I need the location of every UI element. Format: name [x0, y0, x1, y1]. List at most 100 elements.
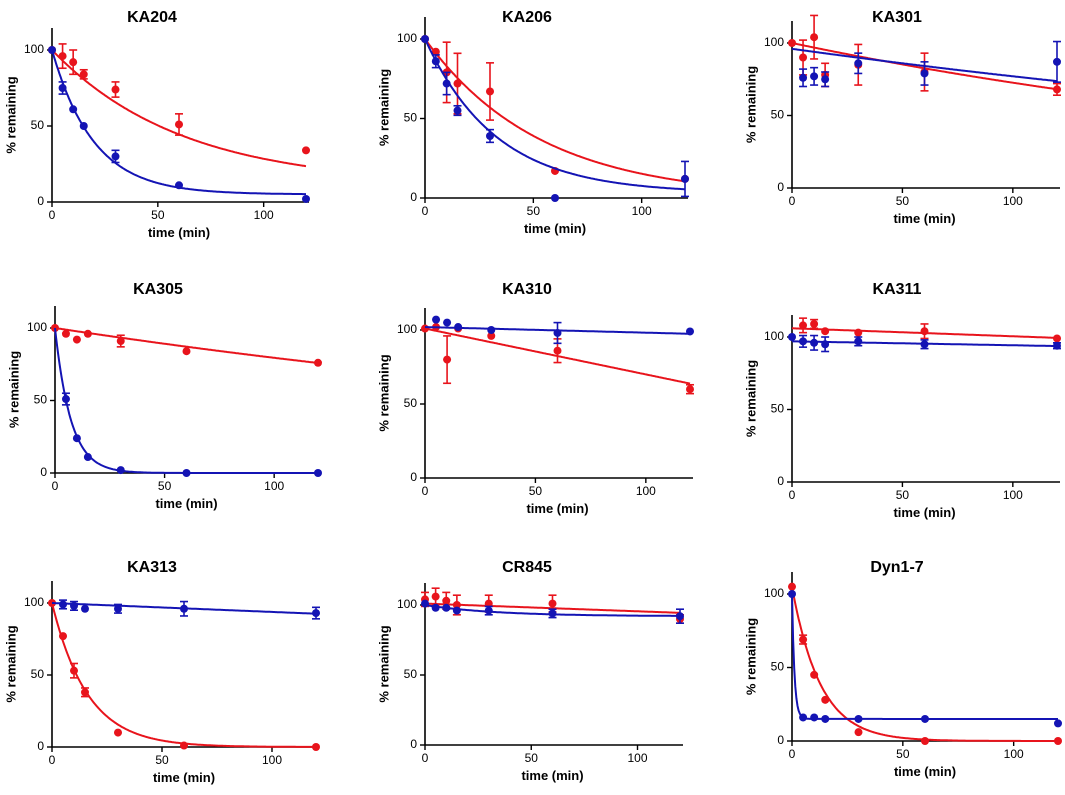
- data-point-red: [175, 120, 183, 129]
- data-point-red: [114, 728, 122, 737]
- data-point-blue: [921, 714, 929, 723]
- x-axis-label: time (min): [148, 225, 210, 240]
- x-tick-label: 0: [789, 194, 796, 208]
- chart-title: CR845: [502, 559, 552, 576]
- data-point-red: [821, 695, 830, 704]
- data-point-blue: [114, 604, 122, 613]
- x-tick-label: 100: [636, 484, 656, 498]
- y-tick-label: 50: [771, 402, 785, 416]
- data-point-red: [443, 355, 452, 364]
- chart-title: KA204: [127, 9, 177, 26]
- data-point-red: [1054, 737, 1062, 745]
- y-axis-label: % remaining: [6, 351, 21, 428]
- fit-curve-blue: [791, 593, 1058, 720]
- data-point-blue: [920, 69, 929, 78]
- data-point-blue: [810, 338, 819, 347]
- data-point-red: [421, 324, 429, 333]
- x-tick-label: 0: [422, 204, 429, 218]
- data-point-red: [302, 146, 310, 155]
- y-tick-label: 0: [410, 737, 417, 751]
- chart-panel-ka301: KA301 0 50 100 0 50 100 time (min) % remaining: [743, 9, 1061, 226]
- data-point-blue: [175, 181, 183, 190]
- data-point-blue: [83, 453, 92, 462]
- x-tick-label: 100: [262, 753, 282, 767]
- data-point-blue: [61, 395, 70, 404]
- data-point-blue: [1053, 57, 1061, 66]
- x-axis-label: time (min): [894, 764, 956, 779]
- chart-panel-ka305: KA305 0 50 100 0 50 100 time (min) % remaining: [6, 281, 322, 511]
- data-point-blue: [551, 194, 559, 202]
- data-point-blue: [182, 469, 191, 477]
- chart-title: KA310: [502, 281, 552, 298]
- y-tick-label: 100: [24, 595, 44, 609]
- data-point-blue: [180, 604, 188, 613]
- y-tick-label: 100: [24, 42, 44, 56]
- y-tick-label: 50: [771, 108, 785, 122]
- y-tick-label: 100: [764, 586, 784, 600]
- data-point-red: [799, 635, 808, 644]
- data-point-blue: [442, 79, 451, 88]
- data-point-red: [1053, 85, 1061, 94]
- y-tick-label: 50: [404, 667, 418, 681]
- y-axis-label: % remaining: [743, 360, 758, 437]
- data-point-blue: [79, 122, 88, 130]
- data-point-blue: [431, 603, 440, 612]
- chart-panel-dyn1-7: Dyn1-7 0 50 100 0 50 100 time (min) % remaining: [743, 559, 1062, 779]
- chart-title: KA313: [127, 559, 177, 576]
- data-point-blue: [821, 714, 830, 723]
- y-tick-label: 50: [404, 111, 418, 125]
- data-point-red: [116, 337, 125, 346]
- data-point-blue: [58, 84, 67, 92]
- y-tick-label: 0: [410, 470, 417, 484]
- data-point-red: [70, 666, 78, 675]
- y-tick-label: 0: [40, 465, 47, 479]
- y-tick-label: 100: [397, 597, 417, 611]
- data-point-red: [111, 85, 120, 94]
- chart-title: Dyn1-7: [870, 559, 923, 576]
- data-point-red: [180, 741, 188, 750]
- x-tick-label: 50: [527, 204, 541, 218]
- x-tick-label: 0: [52, 479, 59, 493]
- chart-panel-ka310: KA310 0 50 100 0 50 100 time (min) % remaining: [376, 281, 694, 516]
- y-tick-label: 0: [37, 739, 44, 753]
- data-point-blue: [421, 599, 429, 608]
- chart-panel-cr845: CR845 0 50 100 0 50 100 time (min) % remaining: [376, 559, 684, 783]
- x-tick-label: 0: [422, 484, 429, 498]
- x-tick-label: 100: [254, 208, 274, 222]
- chart-panel-ka313: KA313 0 50 100 0 50 100 time (min) % remaining: [3, 559, 320, 785]
- data-point-red: [854, 328, 863, 337]
- x-axis-label: time (min): [893, 505, 955, 520]
- fit-curve-red: [54, 327, 319, 364]
- data-point-blue: [312, 609, 320, 618]
- x-axis-label: time (min): [521, 768, 583, 783]
- data-point-blue: [69, 105, 78, 114]
- data-point-red: [788, 39, 796, 47]
- data-point-blue: [421, 35, 429, 43]
- chart-panel-ka311: KA311 0 50 100 0 50 100 time (min) % remaining: [743, 281, 1061, 520]
- data-point-blue: [686, 327, 694, 336]
- x-tick-label: 0: [789, 488, 796, 502]
- data-point-blue: [442, 603, 451, 612]
- data-point-red: [79, 70, 88, 79]
- data-point-blue: [788, 333, 796, 341]
- y-tick-label: 50: [404, 396, 418, 410]
- data-point-red: [81, 688, 89, 697]
- data-point-red: [431, 47, 440, 56]
- data-point-blue: [443, 318, 452, 327]
- x-axis-label: time (min): [893, 211, 955, 226]
- data-point-blue: [452, 606, 461, 615]
- data-point-blue: [821, 340, 830, 349]
- x-axis-label: time (min): [526, 501, 588, 516]
- data-point-red: [920, 327, 929, 336]
- data-point-red: [788, 582, 796, 591]
- data-point-red: [182, 347, 191, 356]
- data-point-blue: [821, 75, 830, 84]
- chart-title: KA301: [872, 9, 922, 26]
- y-axis-label: % remaining: [743, 66, 758, 143]
- data-point-red: [484, 599, 493, 608]
- data-point-blue: [454, 323, 463, 332]
- x-tick-label: 50: [896, 488, 910, 502]
- y-tick-label: 0: [37, 194, 44, 208]
- y-tick-label: 50: [31, 118, 45, 132]
